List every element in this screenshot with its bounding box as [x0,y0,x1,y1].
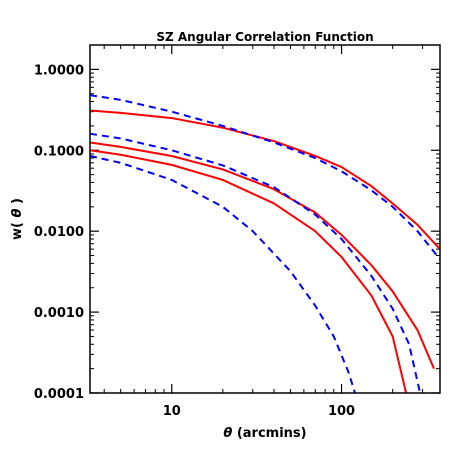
y-tick-label: 1.0000 [34,63,84,78]
x-tick-label: 100 [328,404,355,419]
x-axis-symbol: θ [223,426,232,441]
dashed-blue-curve-4 [90,132,422,393]
y-tick-labels: 1.0000 0.1000 0.0100 0.0010 0.0001 [34,63,84,402]
tick-layer [90,45,440,394]
series-layer [90,94,440,393]
solid-red-curve-1 [90,109,440,250]
plot-frame [89,44,441,394]
y-axis-prefix: w( [10,222,25,240]
y-axis-symbol: θ [10,208,25,217]
y-axis-label: w( θ ) [10,198,25,240]
y-tick-label: 0.0010 [34,306,84,321]
y-tick-label: 0.0001 [34,387,84,402]
dashed-blue-curve-2 [90,94,440,260]
solid-red-curve-5 [90,149,408,393]
x-axis-label: θ (arcmins) [223,426,306,441]
solid-red-curve-3 [90,141,435,370]
x-tick-labels: 10 100 [163,404,355,419]
y-tick-label: 0.0100 [34,225,84,240]
chart-title: SZ Angular Correlation Function [156,30,373,44]
x-tick-label: 10 [163,404,181,419]
x-axis-unit: (arcmins) [237,426,307,441]
dashed-blue-curve-6 [90,155,356,393]
y-axis-suffix: ) [10,198,25,204]
y-tick-label: 0.1000 [34,144,84,159]
